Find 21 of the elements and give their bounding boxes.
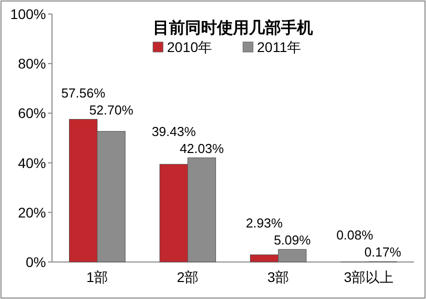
x-tick-label: 2部 — [176, 269, 199, 285]
data-label: 39.43% — [152, 124, 196, 139]
y-tick-label: 20% — [18, 204, 46, 220]
x-tick-label: 3部以上 — [344, 269, 394, 285]
legend-label: 2010年 — [167, 39, 212, 55]
y-tick-label: 100% — [10, 6, 46, 22]
y-tick-label: 60% — [18, 105, 46, 122]
data-label: 0.17% — [364, 244, 402, 260]
data-label: 42.03% — [180, 140, 224, 156]
data-label: 2.93% — [246, 215, 284, 230]
data-label: 0.08% — [336, 228, 374, 243]
legend-label: 2011年 — [257, 39, 302, 55]
data-label: 57.56% — [61, 85, 106, 100]
x-tick-label: 3部 — [267, 269, 290, 285]
data-label: 52.70% — [89, 102, 134, 118]
y-tick-label: 40% — [18, 154, 46, 171]
data-label: 5.09% — [274, 232, 312, 248]
y-tick-label: 80% — [18, 56, 46, 72]
y-tick-label: 0% — [26, 254, 46, 270]
chart-title: 目前同时使用几部手机 — [153, 19, 313, 37]
x-tick-label: 1部 — [86, 269, 108, 285]
